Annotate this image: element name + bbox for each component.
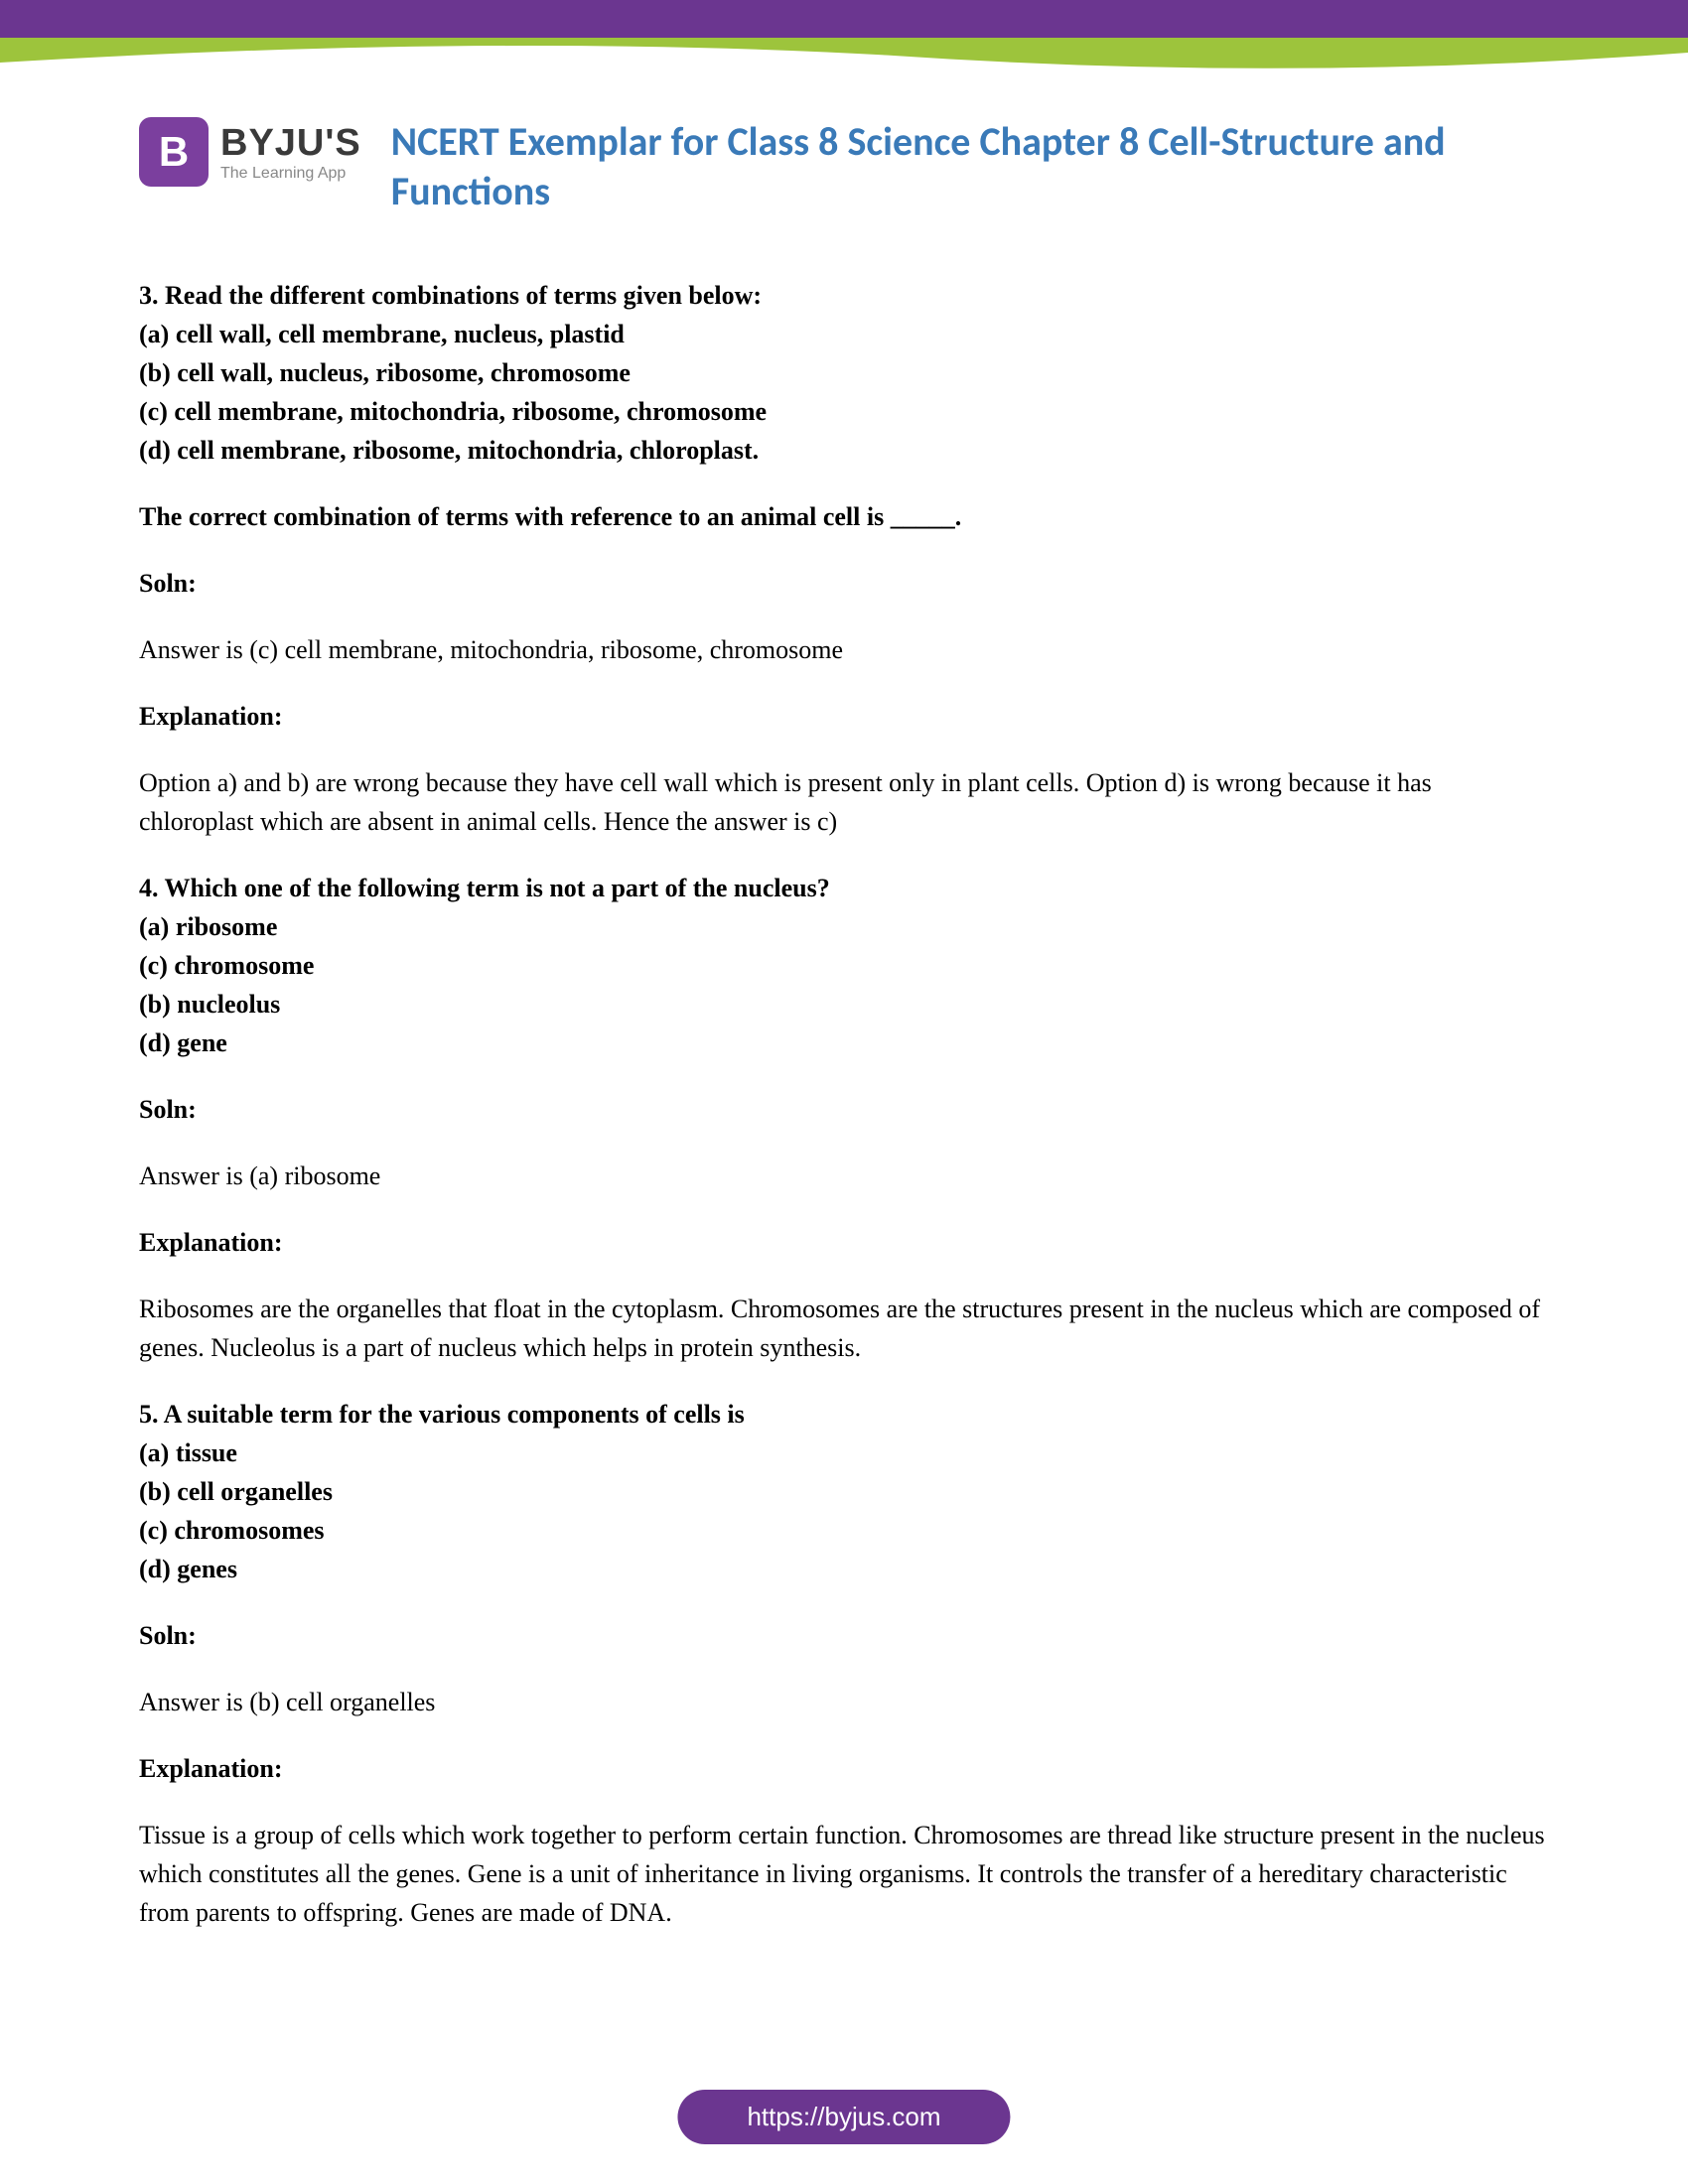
explanation-label: Explanation:: [139, 1749, 1549, 1788]
top-banner-bar: [0, 0, 1688, 38]
option-d: (d) genes: [139, 1550, 1549, 1588]
logo-icon: B: [139, 117, 209, 187]
footer-url-pill[interactable]: https://byjus.com: [677, 2090, 1010, 2144]
question-3-prompt: The correct combination of terms with re…: [139, 497, 1549, 536]
explanation-label: Explanation:: [139, 697, 1549, 736]
option-d: (d) cell membrane, ribosome, mitochondri…: [139, 431, 1549, 470]
logo-text-block: BYJU'S The Learning App: [220, 122, 361, 183]
soln-label: Soln:: [139, 564, 1549, 603]
brand-name: BYJU'S: [220, 122, 361, 165]
option-c: (c) chromosome: [139, 946, 1549, 985]
question-3-answer: Answer is (c) cell membrane, mitochondri…: [139, 630, 1549, 669]
question-5-stem: 5. A suitable term for the various compo…: [139, 1395, 1549, 1588]
question-5-explanation: Tissue is a group of cells which work to…: [139, 1816, 1549, 1932]
question-number: 5.: [139, 1400, 159, 1429]
page-title: NCERT Exemplar for Class 8 Science Chapt…: [391, 117, 1549, 216]
question-4-stem: 4. Which one of the following term is no…: [139, 869, 1549, 1062]
question-4-explanation: Ribosomes are the organelles that float …: [139, 1290, 1549, 1367]
option-b: (b) nucleolus: [139, 985, 1549, 1024]
option-b: (b) cell organelles: [139, 1472, 1549, 1511]
option-a: (a) cell wall, cell membrane, nucleus, p…: [139, 315, 1549, 353]
question-3-stem: 3. Read the different combinations of te…: [139, 276, 1549, 470]
header: B BYJU'S The Learning App NCERT Exemplar…: [0, 77, 1688, 236]
document-content: 3. Read the different combinations of te…: [0, 236, 1688, 1979]
question-3-explanation: Option a) and b) are wrong because they …: [139, 763, 1549, 841]
brand-logo: B BYJU'S The Learning App: [139, 117, 361, 187]
option-b: (b) cell wall, nucleus, ribosome, chromo…: [139, 353, 1549, 392]
soln-label: Soln:: [139, 1616, 1549, 1655]
option-d: (d) gene: [139, 1024, 1549, 1062]
brand-tagline: The Learning App: [220, 165, 361, 183]
option-c: (c) chromosomes: [139, 1511, 1549, 1550]
question-4-answer: Answer is (a) ribosome: [139, 1157, 1549, 1195]
question-5-answer: Answer is (b) cell organelles: [139, 1683, 1549, 1721]
question-number: 3.: [139, 281, 159, 310]
option-a: (a) tissue: [139, 1433, 1549, 1472]
explanation-label: Explanation:: [139, 1223, 1549, 1262]
question-number: 4.: [139, 874, 159, 902]
green-wave-decoration: [0, 38, 1688, 77]
question-text: Which one of the following term is not a…: [165, 874, 830, 902]
soln-label: Soln:: [139, 1090, 1549, 1129]
option-c: (c) cell membrane, mitochondria, ribosom…: [139, 392, 1549, 431]
option-a: (a) ribosome: [139, 907, 1549, 946]
question-text: Read the different combinations of terms…: [165, 281, 762, 310]
question-text: A suitable term for the various componen…: [164, 1400, 745, 1429]
